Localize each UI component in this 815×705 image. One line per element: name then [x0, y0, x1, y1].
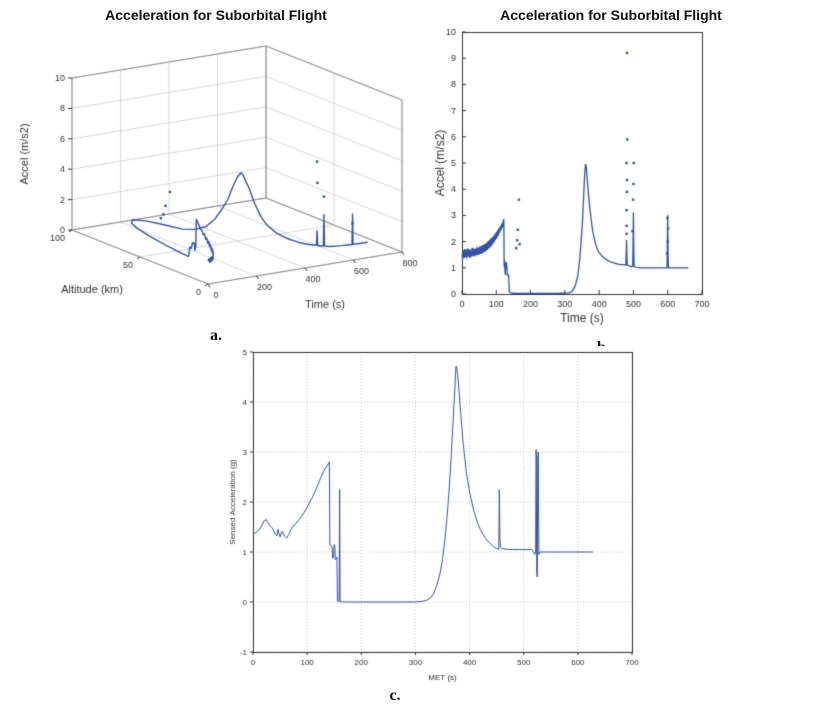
- chart-b-canvas: [432, 26, 815, 338]
- panel-b: Acceleration for Suborbital Flight b.: [432, 2, 815, 357]
- chart-c-canvas: [190, 346, 655, 686]
- panel-a: Acceleration for Suborbital Flight a.: [0, 2, 432, 345]
- chart-a-title: Acceleration for Suborbital Flight: [105, 7, 327, 23]
- panel-c: c.: [190, 346, 655, 705]
- chart-b-title: Acceleration for Suborbital Flight: [500, 7, 722, 23]
- chart-a-canvas: [0, 26, 432, 326]
- panel-c-caption: c.: [389, 687, 401, 704]
- panel-a-caption: a.: [210, 327, 222, 344]
